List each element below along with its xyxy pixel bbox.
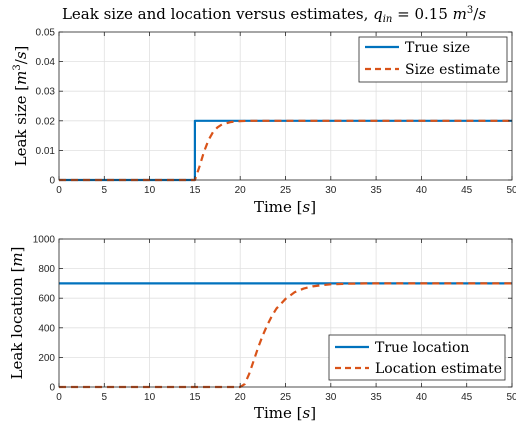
y-axis-label: Leak location [m] (8, 246, 26, 379)
y-tick-label: 0.04 (36, 57, 56, 68)
y-tick-label: 400 (38, 323, 55, 334)
series-lines (59, 282, 512, 389)
ticks: 0 5 10 15 20 25 30 35 40 45 50 0 0.01 0.02 0.03 0.04 0.0… (36, 28, 516, 197)
y-tick-label: 0.03 (36, 87, 56, 98)
x-tick-label: 40 (416, 392, 428, 403)
location-panel: 0 5 10 15 20 25 30 35 40 45 50 0 200 400 600 800 1000 Ti… (8, 235, 516, 423)
y-tick-label: 600 (38, 294, 55, 305)
legend: True location Location estimate (328, 334, 506, 381)
series-line-location-estimate (59, 282, 512, 389)
x-tick-label: 20 (235, 392, 247, 403)
y-axis-label: Leak size [m3/s] (12, 46, 30, 167)
legend-label-true-location: True location (375, 340, 469, 356)
x-tick-label: 10 (144, 185, 156, 196)
x-tick-label: 5 (102, 392, 108, 403)
x-tick-label: 25 (280, 185, 292, 196)
legend-label-location-estimate: Location estimate (375, 361, 502, 377)
x-tick-label: 0 (56, 392, 62, 403)
y-tick-label: 0 (49, 383, 55, 394)
x-tick-label: 50 (506, 185, 516, 196)
x-tick-label: 5 (102, 185, 108, 196)
x-tick-label: 35 (371, 392, 383, 403)
y-tick-label: 0.05 (36, 28, 56, 39)
ticks: 0 5 10 15 20 25 30 35 40 45 50 0 200 400 600 800 1000 (33, 235, 516, 404)
x-tick-label: 30 (325, 392, 337, 403)
x-tick-label: 0 (56, 185, 62, 196)
x-tick-label: 30 (325, 185, 337, 196)
x-tick-label: 25 (280, 392, 292, 403)
x-tick-label: 20 (235, 185, 247, 196)
legend: True size Size estimate (358, 36, 508, 83)
y-tick-label: 0 (49, 176, 55, 187)
legend-label-true-size: True size (405, 40, 470, 56)
x-tick-label: 10 (144, 392, 156, 403)
y-tick-label: 200 (38, 353, 55, 364)
x-tick-label: 50 (506, 392, 516, 403)
chart-title: Leak size and location versus estimates,… (62, 5, 486, 25)
x-tick-label: 35 (371, 185, 383, 196)
y-tick-label: 0.02 (36, 116, 56, 127)
x-tick-label: 45 (461, 392, 473, 403)
y-tick-label: 800 (38, 264, 55, 275)
x-tick-label: 40 (416, 185, 428, 196)
y-tick-label: 1000 (33, 235, 56, 246)
legend-label-size-estimate: Size estimate (405, 62, 500, 78)
x-tick-label: 15 (189, 185, 201, 196)
size-panel: 0 5 10 15 20 25 30 35 40 45 50 0 0.01 0.02 0.03 0.04 0.0… (12, 28, 516, 217)
series-line-size-estimate (59, 119, 512, 182)
x-axis-label: Time [s] (254, 404, 316, 422)
x-tick-label: 15 (189, 392, 201, 403)
y-tick-label: 0.01 (36, 146, 56, 157)
x-tick-label: 45 (461, 185, 473, 196)
x-axis-label: Time [s] (254, 198, 316, 216)
